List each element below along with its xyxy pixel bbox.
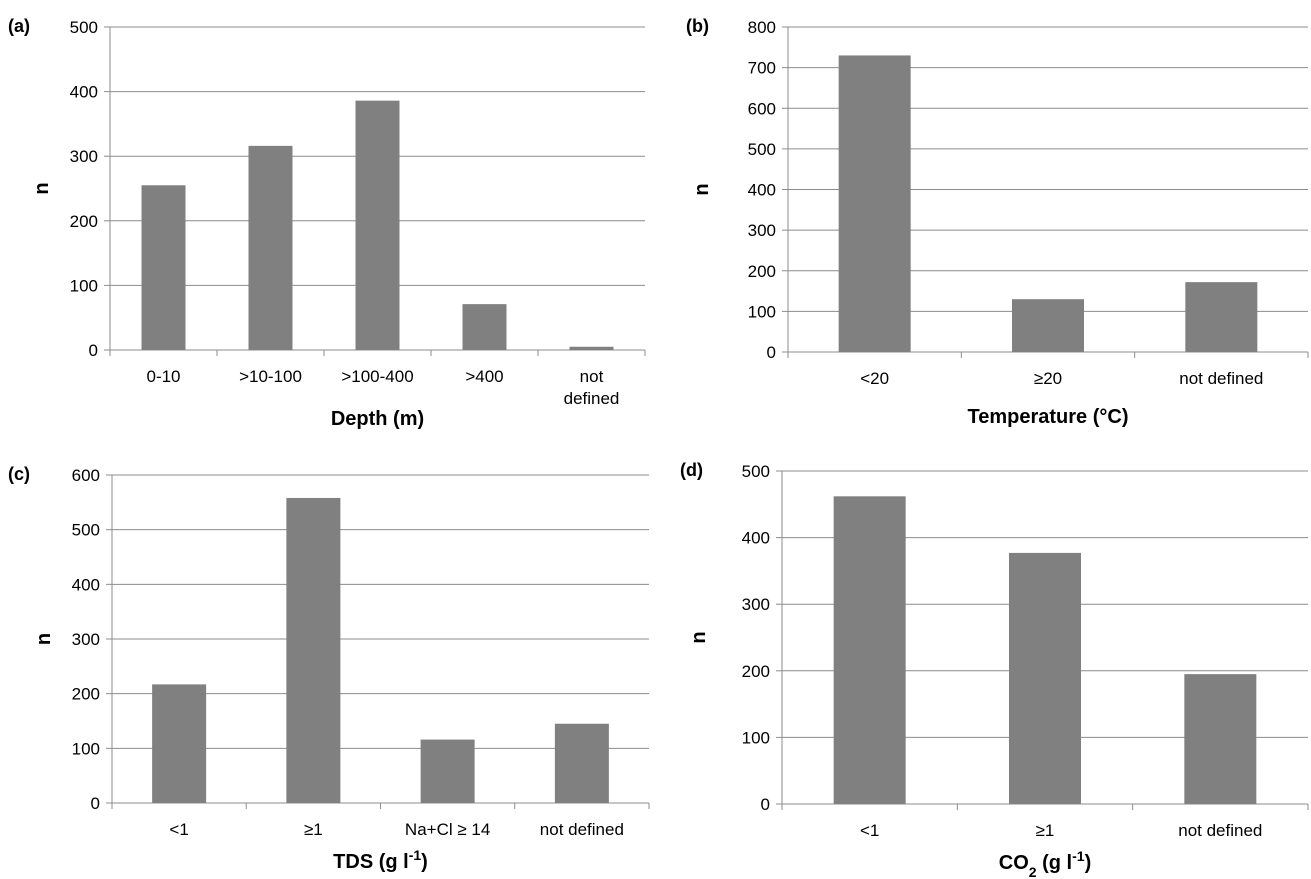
x-axis-title: Depth (m) bbox=[331, 408, 424, 430]
x-tick-label: 0-10 bbox=[146, 367, 180, 386]
y-tick-label: 500 bbox=[70, 18, 98, 37]
bar-1 bbox=[838, 55, 911, 352]
y-tick-label: 100 bbox=[72, 739, 100, 758]
bar-4 bbox=[462, 304, 507, 350]
y-tick-label: 400 bbox=[742, 529, 770, 548]
x-tick-label: not defined bbox=[1179, 369, 1263, 388]
x-axis-title-part: Temperature (°C) bbox=[968, 406, 1129, 428]
y-tick-label: 400 bbox=[72, 575, 100, 594]
y-tick-label: 500 bbox=[742, 462, 770, 481]
y-tick-label: 200 bbox=[742, 662, 770, 681]
x-axis-title-part: ) bbox=[421, 851, 428, 873]
x-axis-title: TDS (g l-1) bbox=[333, 847, 428, 873]
bar-3 bbox=[355, 100, 400, 350]
x-axis-title-part: TDS (g l bbox=[333, 851, 409, 873]
bar-3 bbox=[1185, 282, 1258, 352]
y-axis-title: n bbox=[688, 631, 710, 643]
y-tick-label: 600 bbox=[72, 466, 100, 485]
x-tick-label: defined bbox=[564, 389, 620, 408]
x-tick-label: >100-400 bbox=[341, 367, 413, 386]
y-tick-label: 0 bbox=[89, 341, 98, 360]
panel-label: (c) bbox=[8, 464, 30, 484]
panel-label: (b) bbox=[686, 16, 709, 36]
x-axis-title: Temperature (°C) bbox=[968, 406, 1129, 428]
y-tick-label: 300 bbox=[72, 630, 100, 649]
y-tick-label: 300 bbox=[748, 221, 776, 240]
x-tick-label: <1 bbox=[169, 820, 188, 839]
x-axis-title: CO2 (g l-1) bbox=[999, 848, 1091, 879]
y-tick-label: 400 bbox=[70, 83, 98, 102]
y-axis-title: n bbox=[31, 182, 53, 194]
x-tick-label: <20 bbox=[860, 369, 889, 388]
x-tick-label: >400 bbox=[465, 367, 503, 386]
x-axis-title-part: Depth (m) bbox=[331, 408, 424, 430]
x-tick-label: <1 bbox=[860, 821, 879, 840]
y-tick-label: 400 bbox=[748, 181, 776, 200]
bar-2 bbox=[1012, 299, 1084, 352]
x-tick-label: not defined bbox=[1178, 821, 1262, 840]
y-axis-title: n bbox=[691, 183, 713, 195]
x-tick-label: not defined bbox=[540, 820, 624, 839]
panel-label: (a) bbox=[8, 16, 30, 36]
bar-3 bbox=[420, 739, 475, 803]
x-axis-title-part: CO bbox=[999, 852, 1029, 874]
bar-1 bbox=[141, 185, 186, 350]
bar-3 bbox=[1184, 674, 1257, 804]
y-tick-label: 200 bbox=[748, 262, 776, 281]
y-tick-label: 0 bbox=[761, 795, 770, 814]
bar-2 bbox=[1009, 552, 1081, 804]
y-tick-label: 500 bbox=[748, 140, 776, 159]
x-tick-label: Na+Cl ≥ 14 bbox=[405, 820, 490, 839]
y-tick-label: 800 bbox=[748, 18, 776, 37]
y-tick-label: 200 bbox=[70, 212, 98, 231]
bar-5 bbox=[569, 346, 614, 350]
y-tick-label: 300 bbox=[70, 147, 98, 166]
y-tick-label: 300 bbox=[742, 595, 770, 614]
y-tick-label: 100 bbox=[742, 728, 770, 747]
bar-4 bbox=[554, 723, 609, 803]
y-tick-label: 0 bbox=[767, 343, 776, 362]
x-tick-label: ≥20 bbox=[1034, 369, 1062, 388]
bar-1 bbox=[152, 684, 207, 803]
x-tick-label: not bbox=[580, 367, 604, 386]
y-tick-label: 500 bbox=[72, 521, 100, 540]
bar-2 bbox=[248, 145, 293, 350]
y-tick-label: 100 bbox=[70, 276, 98, 295]
x-axis-title-part: -1 bbox=[1072, 848, 1085, 864]
y-tick-label: 700 bbox=[748, 59, 776, 78]
chart-panel-c: 0 100 200 300 400 500 600 <1 ≥1 Na+Cl ≥ 14 not def… bbox=[8, 464, 650, 873]
y-axis-title: n bbox=[33, 633, 55, 645]
x-axis-title-part: 2 bbox=[1029, 864, 1037, 879]
bar-2 bbox=[286, 497, 341, 803]
y-tick-label: 200 bbox=[72, 685, 100, 704]
chart-panel-d: 0 100 200 300 400 500 <1 ≥1 not defined (d) n CO2 (… bbox=[680, 460, 1309, 879]
y-tick-label: 0 bbox=[91, 794, 100, 813]
y-tick-label: 100 bbox=[748, 302, 776, 321]
bar-1 bbox=[833, 496, 906, 804]
x-tick-label: ≥1 bbox=[304, 820, 323, 839]
chart-panel-b: 0 100 200 300 400 500 600 700 800 <20 ≥20 not defin… bbox=[686, 16, 1309, 428]
chart-panel-a: 0 100 200 300 400 500 0-10 >10-100 >100-400 >400 n… bbox=[8, 16, 646, 430]
y-tick-label: 600 bbox=[748, 99, 776, 118]
x-tick-label: ≥1 bbox=[1036, 821, 1055, 840]
x-axis-title-part: ) bbox=[1085, 852, 1092, 874]
x-axis-title-part: -1 bbox=[409, 847, 422, 863]
x-axis-title-part: (g l bbox=[1037, 852, 1073, 874]
x-tick-label: >10-100 bbox=[239, 367, 302, 386]
panel-label: (d) bbox=[680, 460, 703, 480]
